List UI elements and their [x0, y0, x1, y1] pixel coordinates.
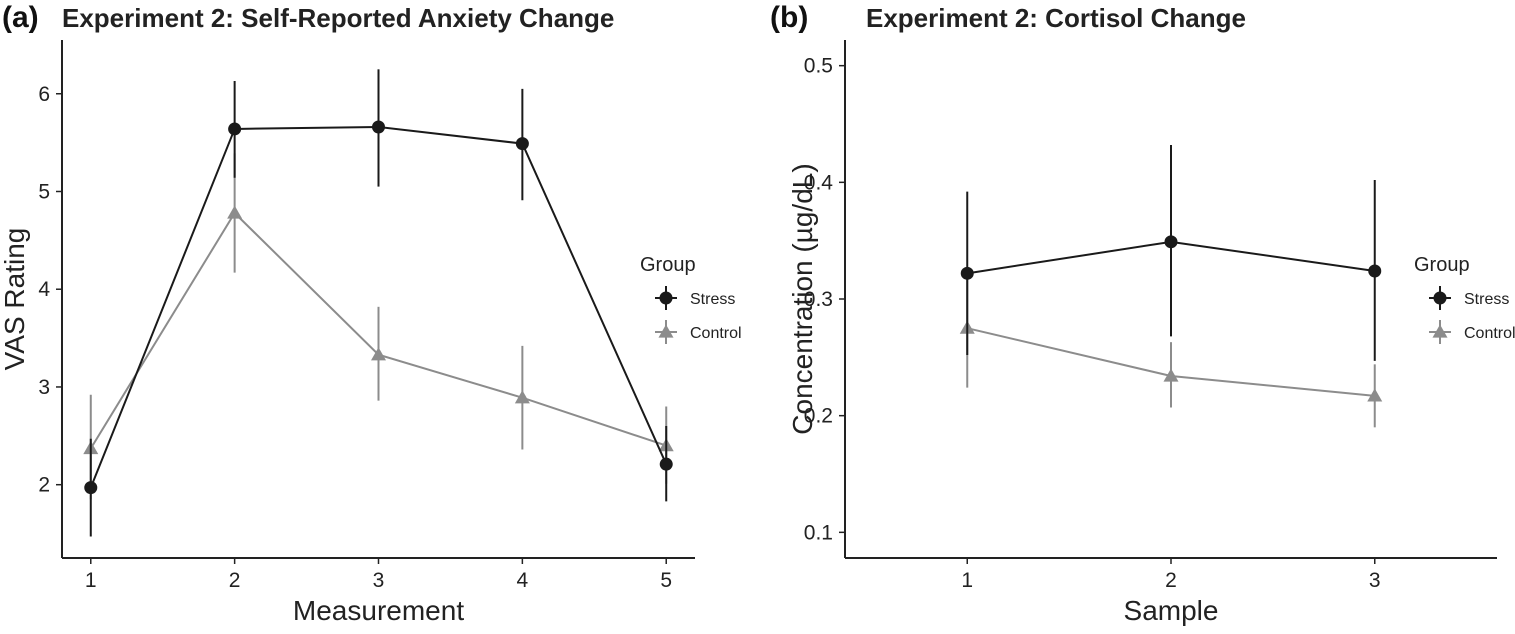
panel-label: (b): [770, 1, 808, 34]
legend-item-stress: Stress: [655, 286, 735, 310]
y-tick-label: 0.5: [804, 55, 833, 78]
legend-item-stress: Stress: [1429, 286, 1509, 310]
legend-label: Stress: [1464, 291, 1509, 308]
x-tick-label: 5: [660, 569, 672, 592]
y-tick-label: 3: [38, 376, 50, 399]
legend-marker: [1433, 291, 1447, 305]
x-tick-label: 3: [373, 569, 385, 592]
y-tick-label: 0.2: [804, 405, 833, 428]
series-stress: [960, 145, 1382, 361]
y-tick-label: 5: [38, 180, 50, 203]
data-point: [659, 457, 673, 471]
panel-a: (a) Experiment 2: Self-Reported Anxiety C…: [0, 1, 742, 626]
data-point: [228, 122, 242, 136]
x-axis-title: Sample: [1124, 595, 1219, 626]
legend-label: Stress: [690, 291, 735, 308]
legend-marker: [1432, 324, 1448, 338]
legend-marker: [658, 324, 674, 338]
legend-label: Control: [1464, 325, 1515, 342]
data-point: [1164, 235, 1178, 249]
data-point: [227, 205, 243, 219]
y-tick-label: 0.4: [804, 171, 834, 194]
x-tick-label: 1: [961, 569, 973, 592]
panel-b: (b) Experiment 2: Cortisol Change 0.1 0.2 0.…: [770, 1, 1515, 626]
legend-title: Group: [640, 254, 696, 276]
x-tick-label: 2: [1165, 569, 1177, 592]
y-tick-label: 0.1: [804, 521, 833, 544]
data-point: [84, 481, 98, 495]
data-point: [1163, 368, 1179, 382]
data-point: [960, 266, 974, 280]
data-point: [1368, 264, 1382, 278]
legend-item-control: Control: [1429, 320, 1515, 344]
legend: Group Stress Control: [1414, 254, 1515, 344]
data-point: [515, 137, 529, 151]
x-tick-label: 1: [85, 569, 97, 592]
legend-label: Control: [690, 325, 742, 342]
panel-label: (a): [2, 1, 39, 34]
y-axis-title: VAS Rating: [0, 228, 30, 371]
x-axis-title: Measurement: [293, 595, 464, 626]
data-point: [371, 347, 386, 361]
chart-title: Experiment 2: Cortisol Change: [866, 3, 1246, 33]
x-tick-label: 4: [517, 569, 529, 592]
data-point: [514, 390, 530, 404]
series-stress: [84, 69, 673, 537]
x-tick-label: 3: [1369, 569, 1381, 592]
legend-item-control: Control: [655, 320, 742, 344]
x-tick-label: 2: [229, 569, 241, 592]
legend: Group Stress Control: [640, 254, 742, 344]
y-tick-label: 2: [38, 474, 50, 497]
y-axis-title: Concentration (µg/dL): [787, 163, 818, 434]
y-tick-label: 0.3: [804, 288, 833, 311]
chart-title: Experiment 2: Self-Reported Anxiety Chan…: [62, 3, 614, 33]
legend-title: Group: [1414, 254, 1470, 276]
y-tick-label: 6: [38, 83, 50, 106]
data-point: [1367, 388, 1383, 402]
y-tick-label: 4: [38, 278, 50, 301]
series-control: [83, 153, 674, 500]
data-point: [372, 120, 385, 134]
legend-marker: [659, 291, 673, 305]
